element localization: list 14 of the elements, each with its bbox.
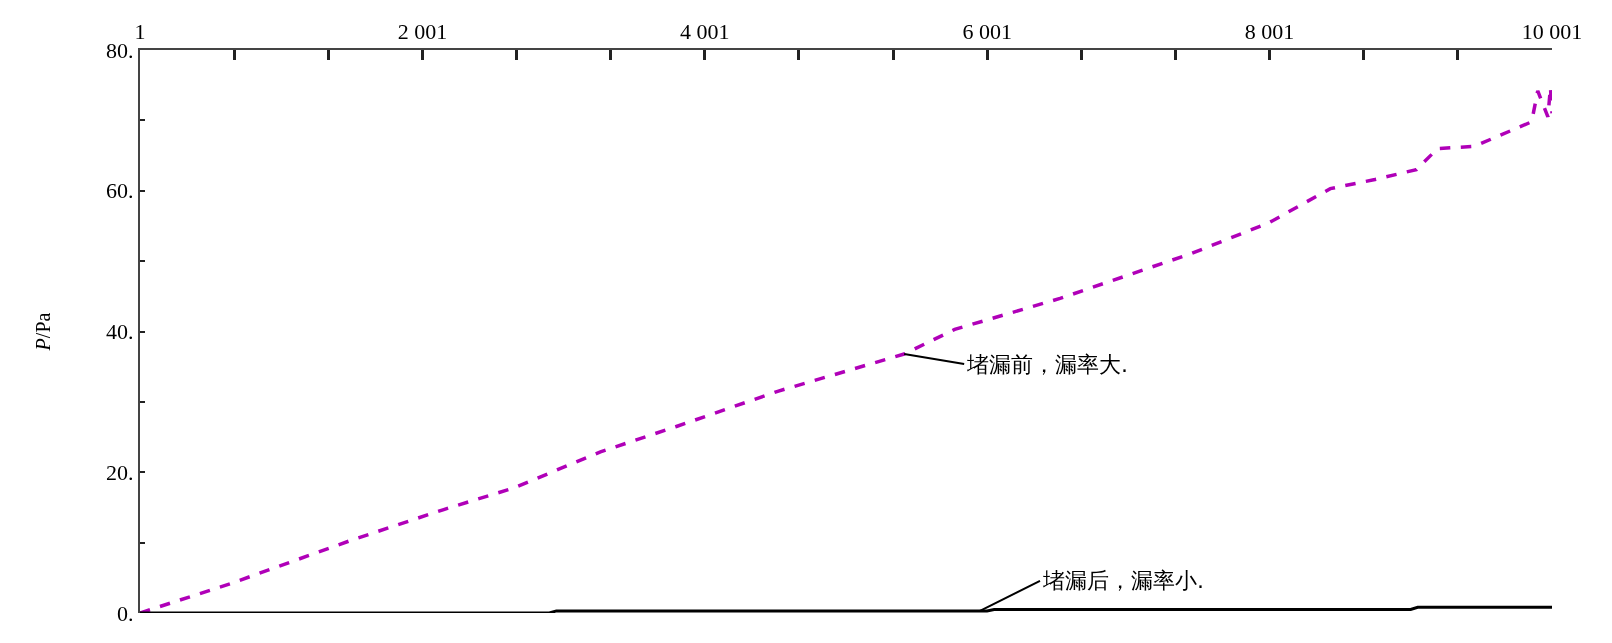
x-tick-label: 8 001 <box>1244 19 1295 45</box>
x-tick-label: 4 001 <box>680 19 730 45</box>
annotation: 堵漏前，漏率大. <box>966 352 1128 377</box>
y-tick-label: 60. <box>106 178 134 204</box>
y-tick-label: 40. <box>106 319 134 345</box>
y-axis-title: P/Pa <box>32 312 55 352</box>
y-tick-label: 0. <box>117 600 134 626</box>
x-tick-label: 1 <box>134 19 146 45</box>
y-tick-label: 20. <box>106 459 134 485</box>
y-tick-label: 80. <box>106 37 134 63</box>
annotation: 堵漏后，漏率小. <box>1042 568 1204 593</box>
x-tick-label: 2 001 <box>397 19 448 45</box>
x-tick-label: 6 001 <box>962 19 1012 45</box>
x-tick-label: 10 001 <box>1521 19 1583 45</box>
